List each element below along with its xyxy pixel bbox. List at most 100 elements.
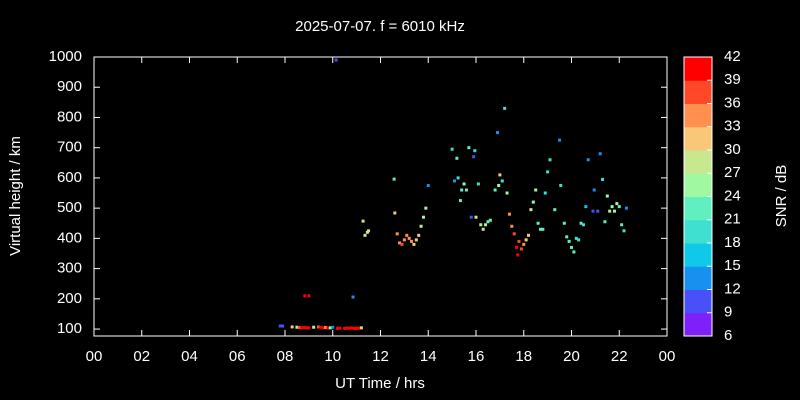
colorbar-step (684, 243, 712, 267)
point (331, 325, 335, 329)
point (307, 326, 311, 330)
point (565, 235, 569, 239)
point (297, 326, 301, 330)
point (567, 239, 571, 243)
colorbar-step (684, 173, 712, 197)
point (548, 158, 552, 162)
colorbar-tick-label: 9 (724, 304, 732, 321)
y-tick-label: 700 (57, 139, 82, 156)
point (605, 194, 609, 198)
point (473, 149, 477, 153)
x-tick-label: 14 (420, 348, 437, 365)
chart-title: 2025-07-07. f = 6010 kHz (295, 18, 465, 35)
point (488, 218, 492, 222)
point (278, 324, 282, 328)
point (412, 242, 416, 246)
colorbar-step (684, 289, 712, 314)
x-tick-label: 16 (468, 348, 485, 365)
point (543, 191, 547, 195)
point (359, 326, 363, 330)
point (421, 215, 425, 219)
point (510, 224, 514, 228)
plot-frame (93, 56, 668, 337)
point (402, 238, 406, 242)
point (334, 58, 338, 62)
colorbar-step (684, 196, 712, 221)
colorbar-tick-label: 27 (724, 164, 741, 181)
point (517, 239, 521, 243)
y-tick-label: 800 (57, 108, 82, 125)
point (352, 326, 356, 330)
point (620, 223, 624, 227)
point (500, 179, 504, 183)
colorbar-step (684, 266, 712, 290)
point (577, 238, 581, 242)
colorbar-tick-label: 42 (724, 48, 741, 65)
point (592, 188, 596, 192)
point (392, 177, 396, 181)
point (574, 236, 578, 240)
point (324, 326, 328, 330)
colorbar-tick-label: 18 (724, 234, 741, 251)
point (398, 241, 402, 245)
point (304, 326, 308, 330)
point (538, 227, 542, 231)
colorbar-step (684, 150, 712, 174)
y-tick-label: 200 (57, 290, 82, 307)
point (351, 295, 355, 299)
x-tick-label: 20 (563, 348, 580, 365)
point (458, 199, 462, 203)
point (515, 245, 519, 249)
point (307, 294, 311, 298)
point (393, 211, 397, 215)
point (486, 220, 490, 224)
point (507, 212, 511, 216)
point (290, 325, 294, 329)
point (608, 209, 612, 213)
point (300, 326, 304, 330)
point (579, 221, 583, 225)
point (343, 326, 347, 330)
colorbar-tick-label: 21 (724, 211, 741, 228)
x-tick-label: 06 (229, 348, 246, 365)
point (610, 205, 614, 209)
point (347, 326, 351, 330)
point (424, 206, 428, 210)
y-tick-label: 400 (57, 229, 82, 246)
point (512, 232, 516, 236)
point (570, 245, 573, 249)
y-axis-label: Virtual height / km (7, 136, 24, 256)
y-tick-label: 1000 (49, 48, 82, 65)
colorbar-tick-label: 33 (724, 118, 741, 135)
x-tick-label: 18 (515, 348, 532, 365)
point (281, 324, 285, 328)
point (559, 183, 563, 187)
point (505, 191, 509, 195)
point (464, 188, 468, 192)
x-tick-label: 02 (133, 348, 150, 365)
point (497, 183, 501, 187)
point (312, 325, 316, 329)
colorbar-tick-label: 39 (724, 71, 741, 88)
point (591, 209, 595, 213)
point (350, 326, 354, 330)
point (419, 224, 423, 228)
point (617, 205, 621, 209)
point (572, 250, 576, 254)
point (493, 188, 497, 192)
colorbar-tick-label: 6 (724, 327, 732, 344)
point (462, 182, 466, 186)
point (321, 326, 325, 330)
point (479, 223, 483, 227)
point (295, 325, 299, 329)
colorbar-tick-label: 36 (724, 94, 741, 111)
point (558, 138, 562, 142)
colorbar-step (684, 126, 712, 151)
x-tick-label: 00 (659, 348, 676, 365)
point (469, 215, 473, 219)
colorbar-step (684, 312, 712, 337)
y-tick-label: 100 (57, 320, 82, 337)
point (596, 209, 600, 213)
point (601, 177, 605, 181)
